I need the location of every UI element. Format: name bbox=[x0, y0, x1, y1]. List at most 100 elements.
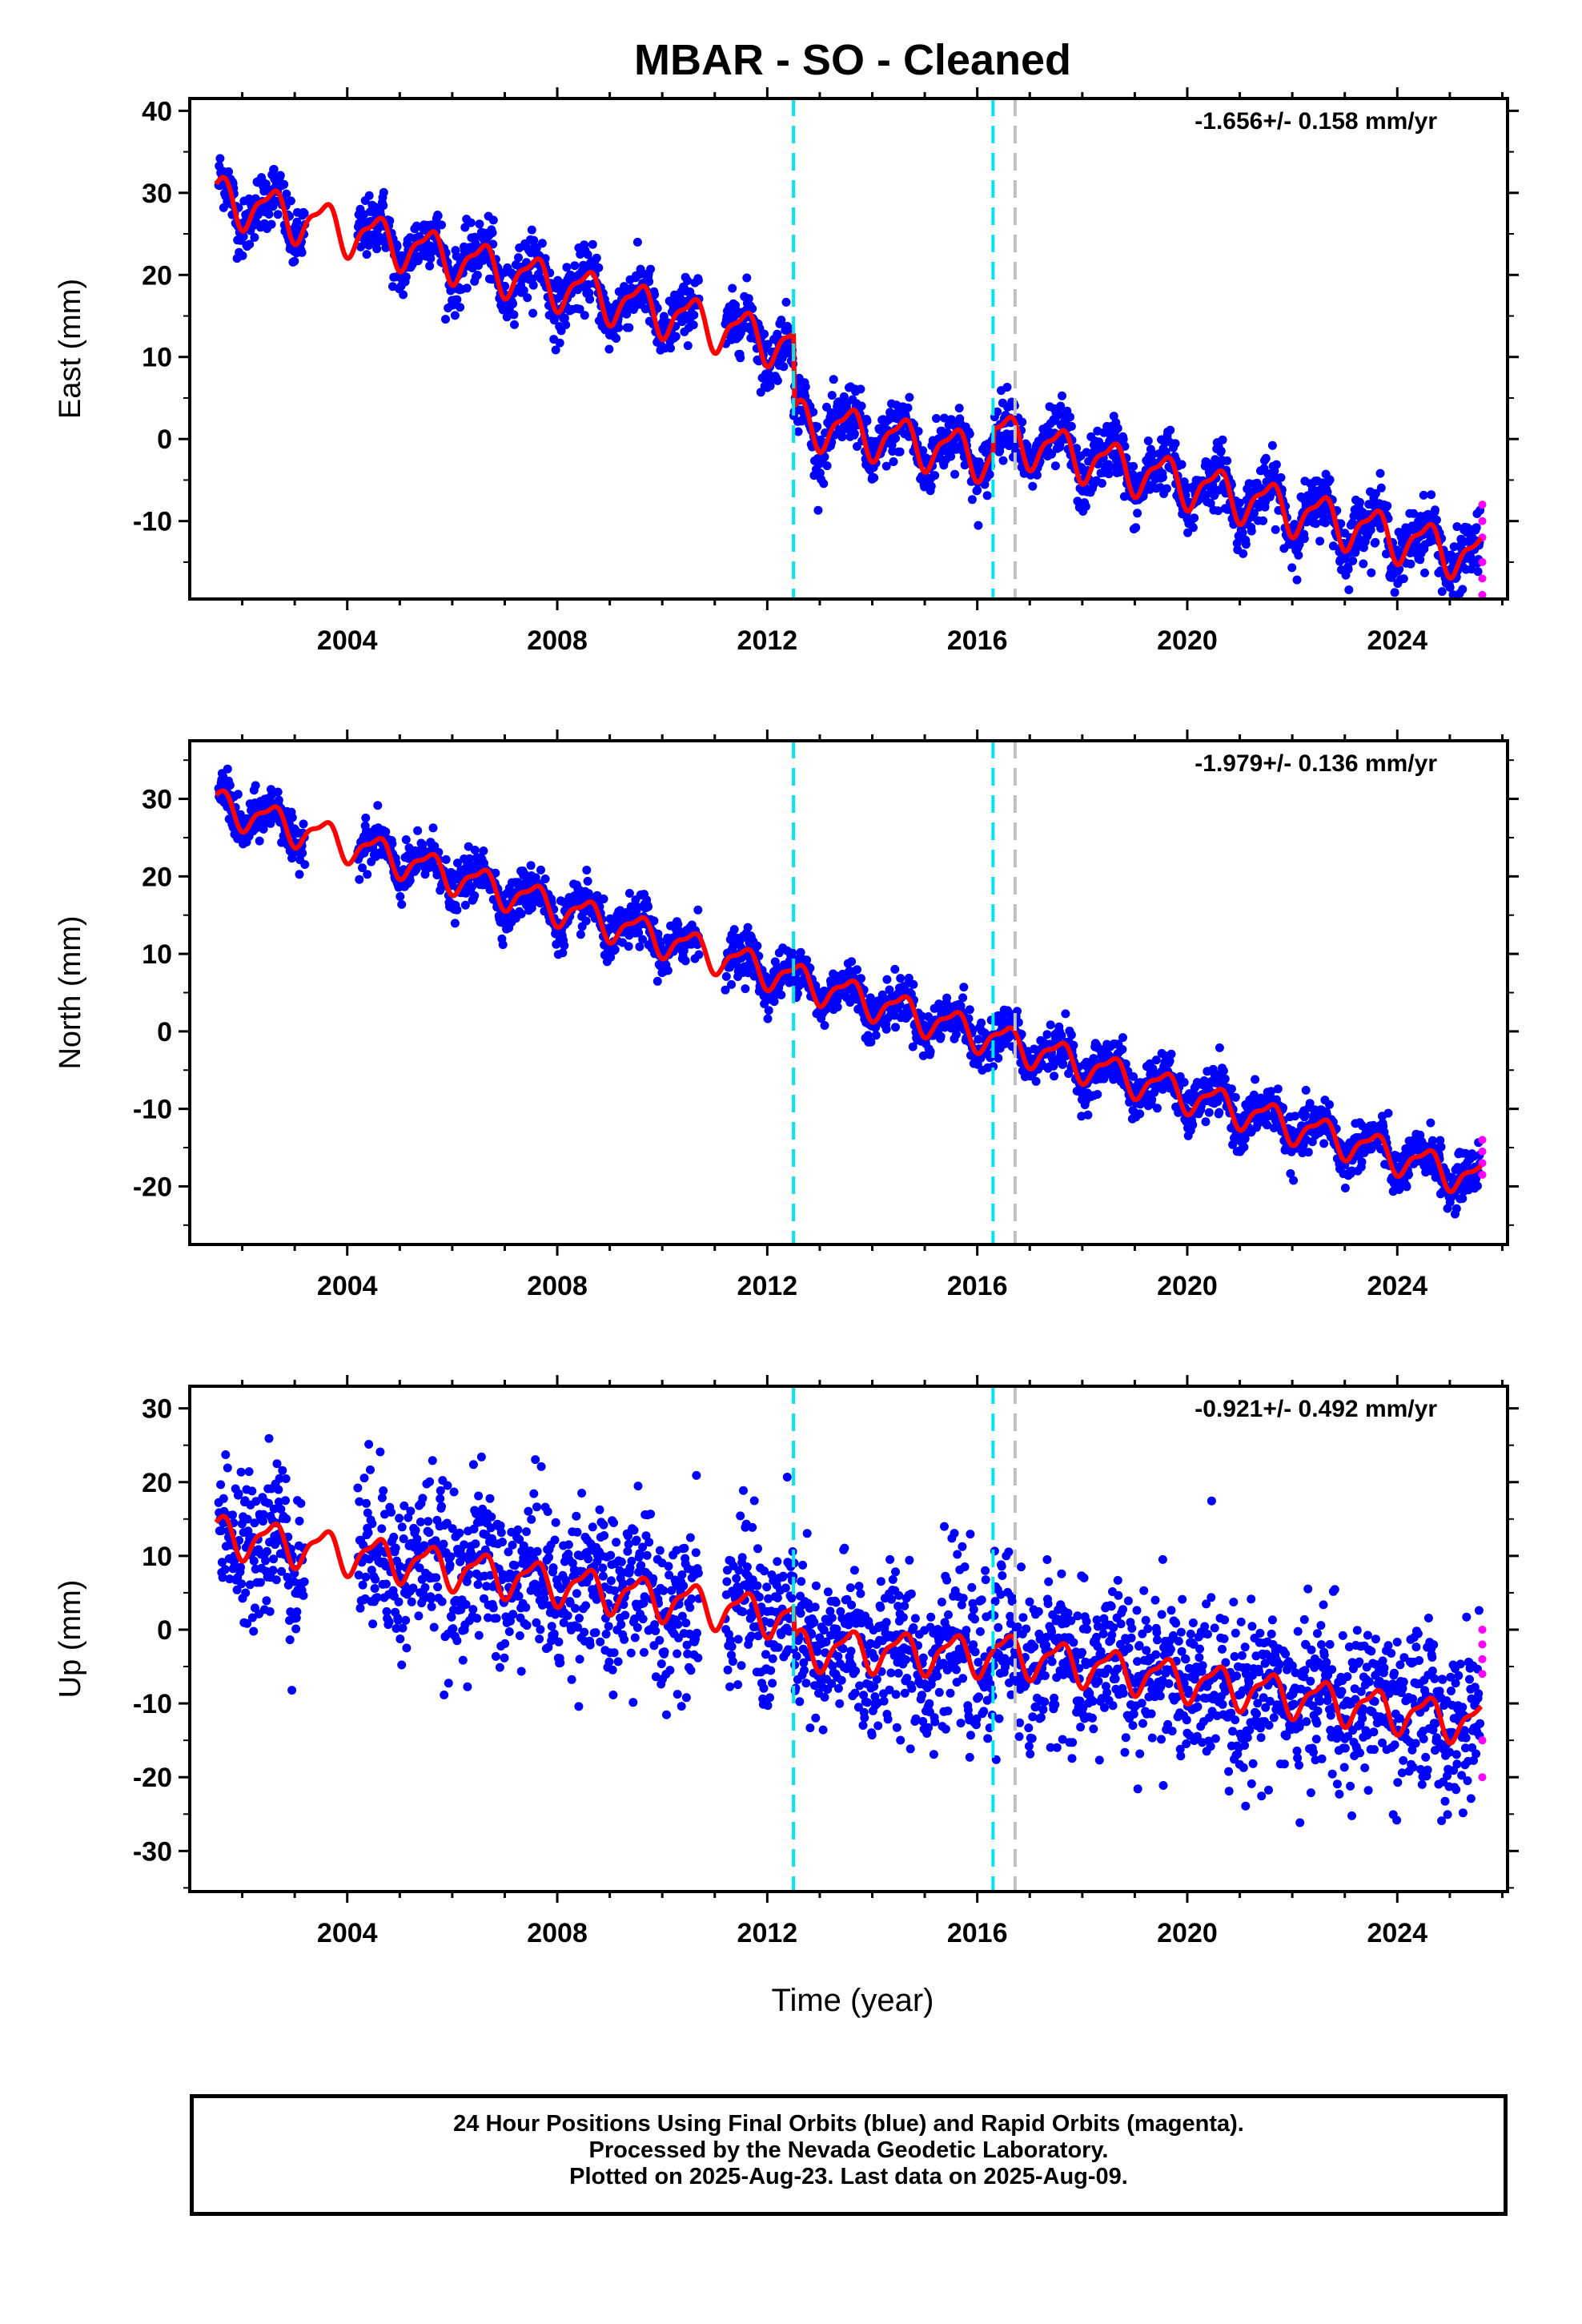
data-point bbox=[1104, 469, 1114, 479]
y-tick-label: 10 bbox=[142, 343, 172, 373]
x-tick-label: 2020 bbox=[1157, 625, 1218, 656]
data-point bbox=[1276, 472, 1286, 482]
data-point bbox=[223, 764, 232, 774]
data-point bbox=[1083, 1110, 1093, 1120]
rapid-point bbox=[1478, 590, 1487, 599]
data-point bbox=[1249, 509, 1259, 518]
data-point bbox=[994, 1053, 1003, 1063]
data-point bbox=[1227, 1084, 1236, 1094]
data-point bbox=[748, 304, 757, 313]
data-point bbox=[1022, 441, 1032, 450]
data-point bbox=[536, 865, 545, 875]
data-point bbox=[993, 407, 1002, 416]
data-point bbox=[594, 263, 604, 272]
data-point bbox=[580, 311, 589, 320]
data-point bbox=[793, 427, 803, 436]
data-point bbox=[693, 275, 703, 285]
data-point bbox=[562, 263, 572, 272]
data-point bbox=[853, 965, 861, 975]
data-point bbox=[428, 823, 438, 833]
data-point bbox=[232, 1585, 242, 1594]
data-point bbox=[1151, 1055, 1161, 1065]
data-point bbox=[452, 295, 462, 304]
data-point bbox=[551, 345, 560, 355]
data-point bbox=[362, 250, 371, 259]
rapid-orbit-points bbox=[1478, 501, 1487, 599]
data-point bbox=[570, 261, 580, 271]
data-point bbox=[381, 827, 391, 837]
data-point bbox=[1046, 1020, 1055, 1030]
data-point bbox=[689, 320, 698, 330]
data-point bbox=[1061, 1009, 1070, 1019]
data-point bbox=[827, 391, 837, 400]
data-point bbox=[1323, 488, 1332, 497]
y-tick-label: 40 bbox=[142, 96, 172, 127]
data-point bbox=[965, 429, 974, 439]
data-point bbox=[1371, 489, 1380, 498]
data-point bbox=[727, 979, 736, 989]
data-point bbox=[1299, 534, 1309, 544]
data-point bbox=[1214, 506, 1223, 516]
rapid-point bbox=[1478, 574, 1487, 583]
data-point bbox=[373, 801, 383, 810]
y-axis-label: East (mm) bbox=[54, 279, 87, 419]
data-point bbox=[1449, 542, 1459, 552]
data-point bbox=[387, 839, 397, 849]
data-point bbox=[1325, 475, 1335, 485]
data-point bbox=[1340, 1184, 1350, 1192]
data-point bbox=[405, 876, 415, 885]
data-point bbox=[974, 521, 983, 530]
data-point bbox=[1263, 1120, 1272, 1130]
data-point bbox=[1204, 1108, 1214, 1117]
data-point bbox=[729, 925, 739, 935]
data-point bbox=[1301, 1085, 1311, 1095]
data-point bbox=[537, 239, 547, 248]
data-point bbox=[1238, 528, 1247, 537]
data-point bbox=[464, 842, 473, 851]
data-point bbox=[1190, 513, 1199, 523]
data-point bbox=[809, 408, 818, 417]
data-point bbox=[942, 993, 952, 1003]
data-point bbox=[865, 993, 875, 1003]
data-point bbox=[985, 470, 994, 479]
data-point bbox=[796, 947, 805, 957]
data-point bbox=[1153, 1104, 1162, 1113]
data-point bbox=[610, 945, 620, 955]
y-axis-label: North (mm) bbox=[54, 915, 87, 1069]
data-point bbox=[881, 461, 891, 471]
data-point bbox=[764, 1006, 773, 1015]
data-point bbox=[862, 416, 872, 426]
data-point bbox=[1042, 1030, 1052, 1039]
data-point bbox=[813, 422, 822, 432]
data-point bbox=[634, 928, 644, 938]
data-point bbox=[220, 1565, 230, 1574]
data-point bbox=[820, 452, 829, 461]
data-point bbox=[508, 299, 518, 308]
data-point bbox=[531, 873, 540, 883]
data-point bbox=[721, 985, 730, 995]
data-point bbox=[624, 323, 634, 332]
data-point bbox=[936, 1031, 946, 1041]
plot-area bbox=[214, 1433, 1487, 1827]
data-point bbox=[1129, 461, 1138, 471]
data-point bbox=[1357, 1157, 1367, 1167]
y-tick-label: -10 bbox=[133, 507, 172, 537]
data-point bbox=[238, 251, 247, 260]
data-point bbox=[1120, 441, 1130, 451]
data-point bbox=[399, 290, 408, 300]
data-point bbox=[287, 854, 297, 863]
data-point bbox=[292, 217, 302, 227]
rapid-point bbox=[1478, 1136, 1487, 1144]
data-point bbox=[1170, 439, 1180, 448]
data-point bbox=[849, 429, 859, 438]
data-point bbox=[918, 446, 928, 456]
data-point bbox=[694, 950, 704, 959]
data-point bbox=[909, 979, 918, 989]
data-point bbox=[1294, 550, 1303, 560]
data-point bbox=[561, 320, 571, 330]
data-point bbox=[464, 854, 474, 863]
data-point bbox=[891, 1023, 900, 1032]
data-point bbox=[299, 209, 309, 218]
data-point bbox=[1328, 541, 1338, 551]
data-point bbox=[1271, 460, 1281, 469]
